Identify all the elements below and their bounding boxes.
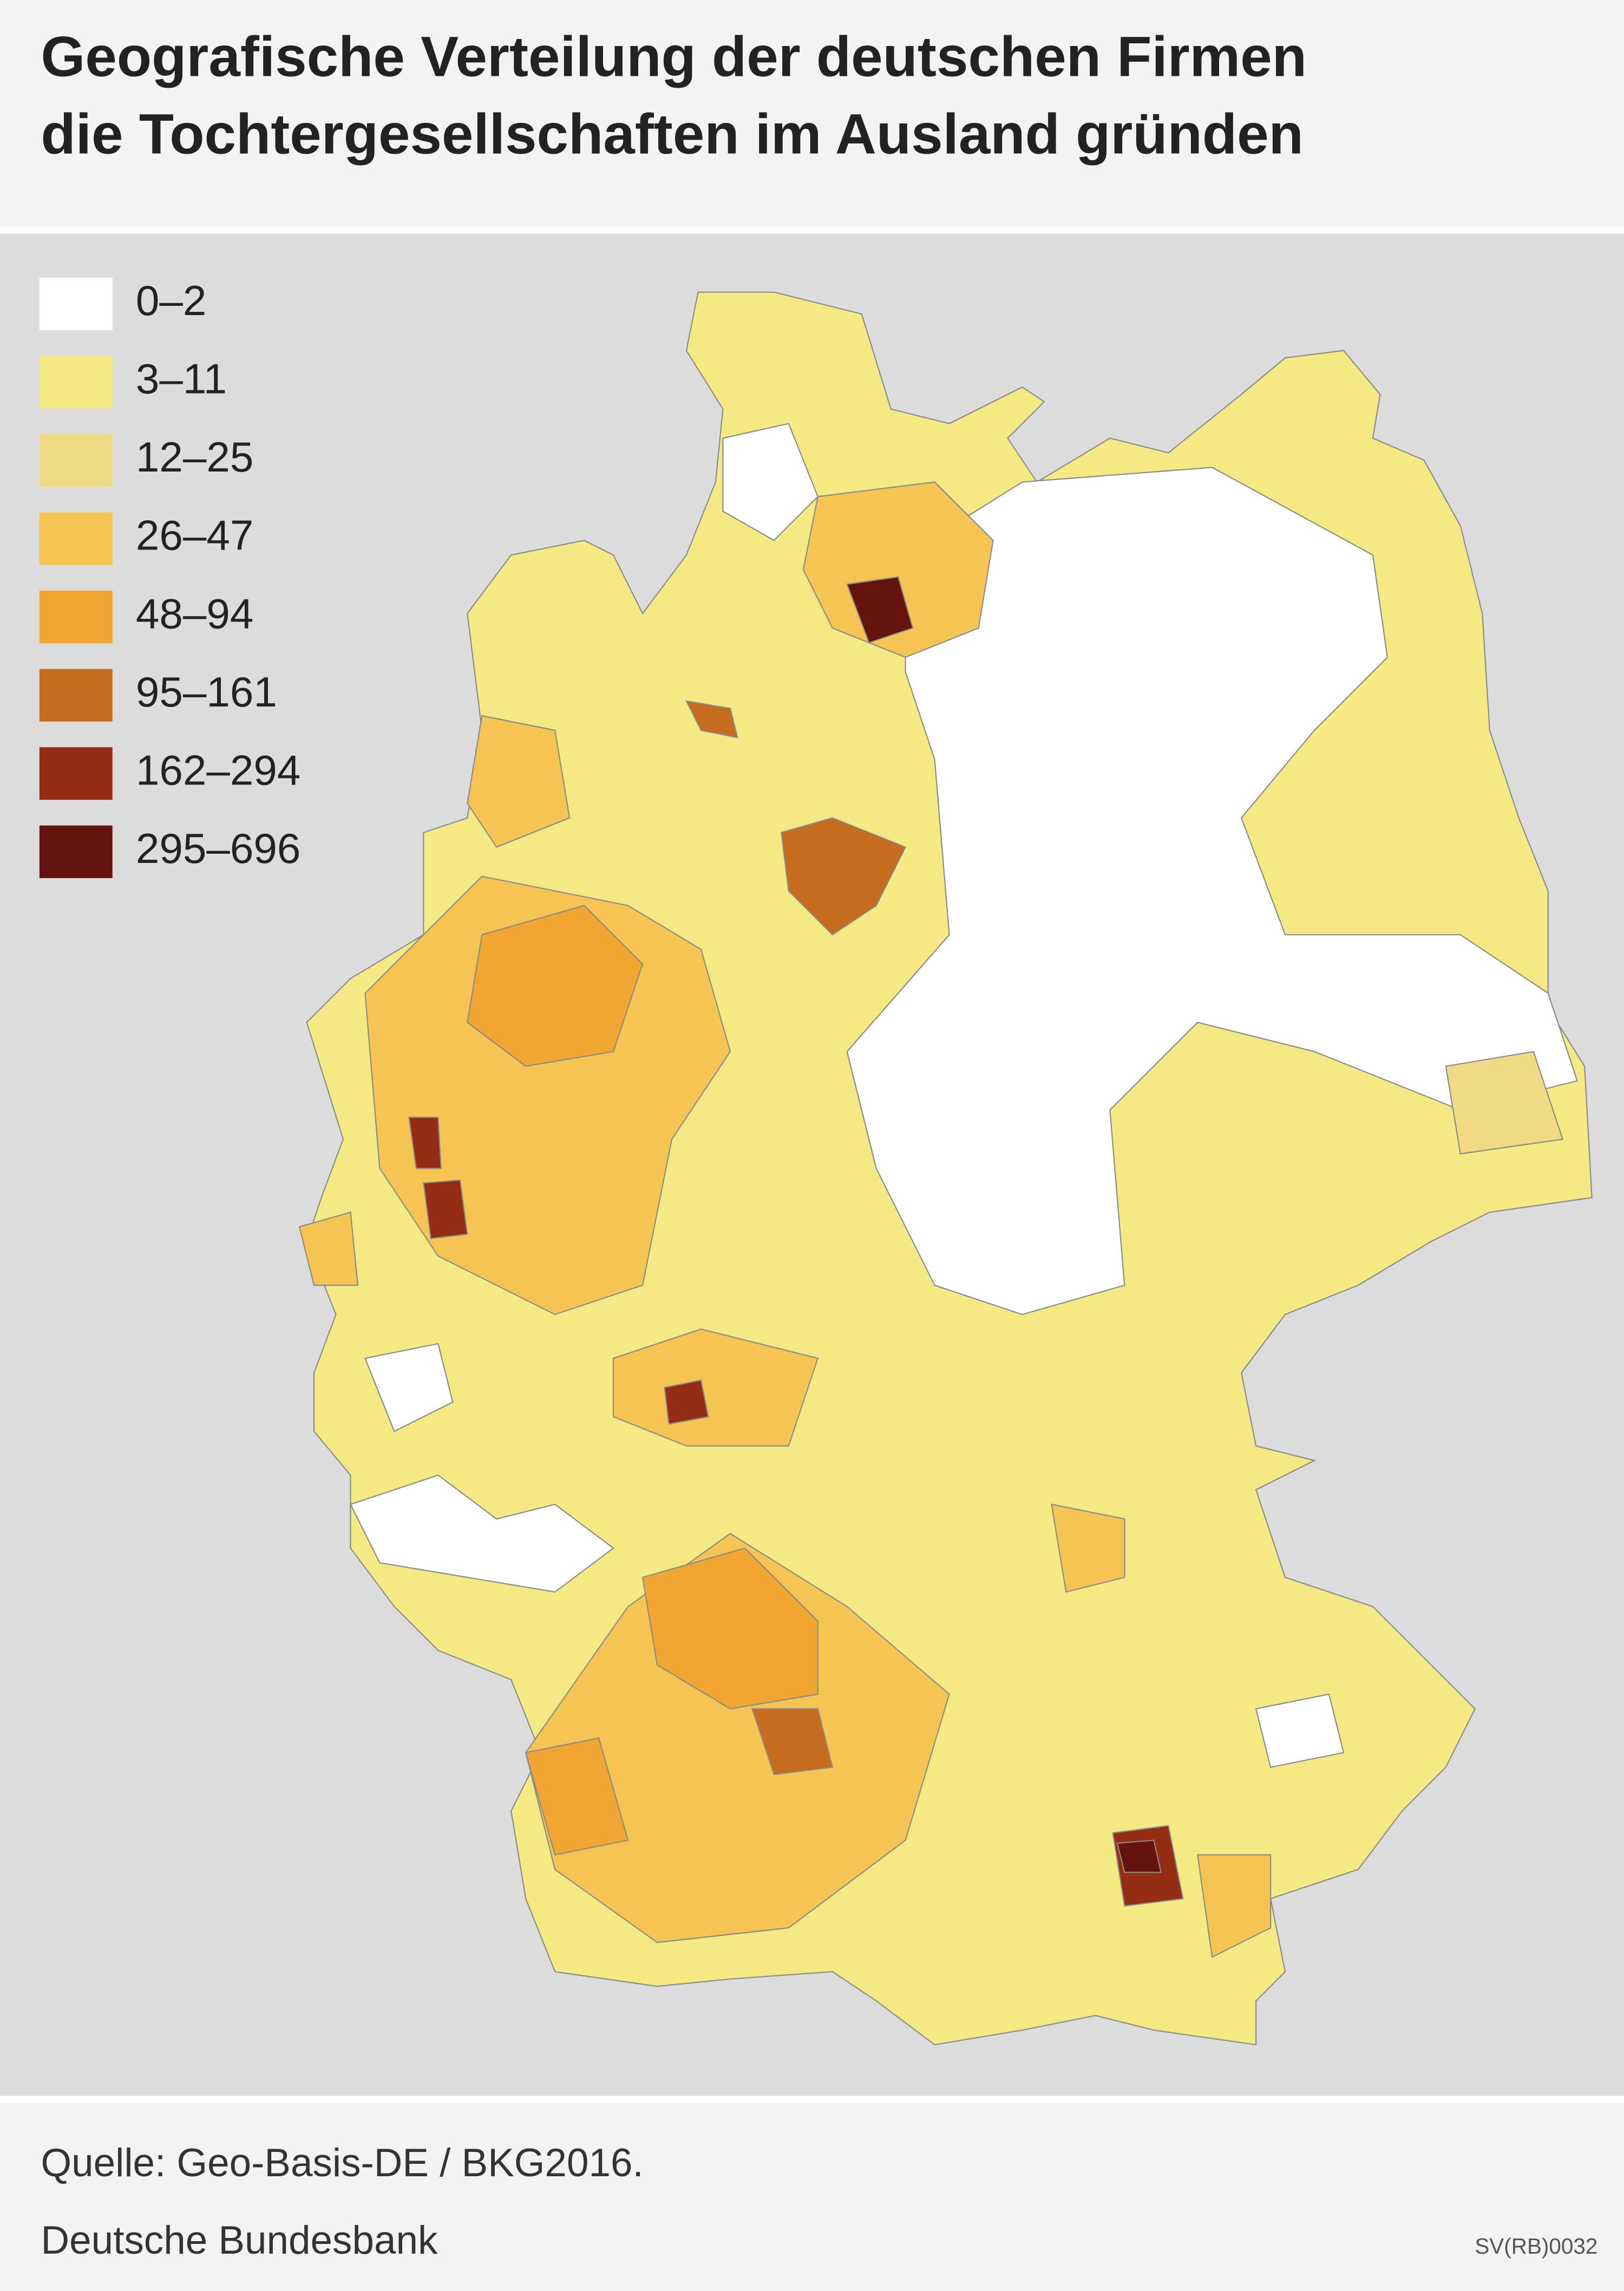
source: Quelle: Geo-Basis-DE / BKG2016.: [41, 2141, 644, 2185]
map-region: [525, 1533, 950, 1943]
legend-label: 48–94: [136, 590, 254, 637]
legend-label: 95–161: [136, 668, 277, 716]
footer-bg: [0, 2103, 1624, 2291]
map-region: [685, 700, 738, 738]
map-region: [467, 905, 644, 1067]
map-region: [349, 1474, 614, 1593]
legend-label: 162–294: [136, 747, 301, 794]
map-region: [1116, 1840, 1162, 1873]
map-region: [525, 1737, 629, 1856]
legend-label: 295–696: [136, 824, 301, 872]
legend-label: 3–11: [136, 355, 227, 403]
legend-label: 0–2: [136, 277, 207, 324]
germany-map: [298, 291, 1593, 2046]
legend-swatch: [39, 356, 113, 409]
map-region: [846, 576, 914, 644]
map-region: [802, 481, 994, 658]
legend-swatch: [39, 434, 113, 487]
map-region: [751, 1708, 834, 1776]
map-region: [1255, 1693, 1345, 1768]
legend: 0–2 3–11 12–25 26–47 48–94 95–161 162–294 295–6…: [39, 277, 301, 879]
map-region: [298, 1211, 359, 1286]
legend-swatch: [39, 512, 113, 565]
map-region: [467, 715, 571, 848]
map-region: [1445, 1051, 1564, 1155]
header-bg: [0, 0, 1624, 227]
publisher: Deutsche Bundesbank: [41, 2218, 438, 2262]
legend-swatch: [39, 591, 113, 644]
map-region: [613, 1328, 819, 1447]
title-line: Geografische Verteilung der deutschen Fi…: [41, 25, 1307, 88]
map-region: [1196, 1854, 1272, 1958]
title-line: die Tochtergesellschaften im Ausland grü…: [41, 102, 1304, 166]
legend-swatch: [39, 277, 113, 330]
map-region: [408, 1116, 442, 1169]
legend-label: 12–25: [136, 433, 254, 481]
legend-label: 26–47: [136, 512, 254, 559]
legend-swatch: [39, 747, 113, 800]
legend-swatch: [39, 825, 113, 879]
map-region: [664, 1379, 709, 1425]
map-region: [364, 1343, 454, 1432]
map-region: [423, 1179, 468, 1240]
map-region: [1051, 1503, 1125, 1593]
map-region: [781, 817, 907, 936]
map-region: [641, 1547, 818, 1710]
map-region: [846, 467, 1579, 1315]
map-region: [722, 423, 819, 541]
code: SV(RB)0032: [1475, 2234, 1597, 2259]
legend-swatch: [39, 669, 113, 722]
